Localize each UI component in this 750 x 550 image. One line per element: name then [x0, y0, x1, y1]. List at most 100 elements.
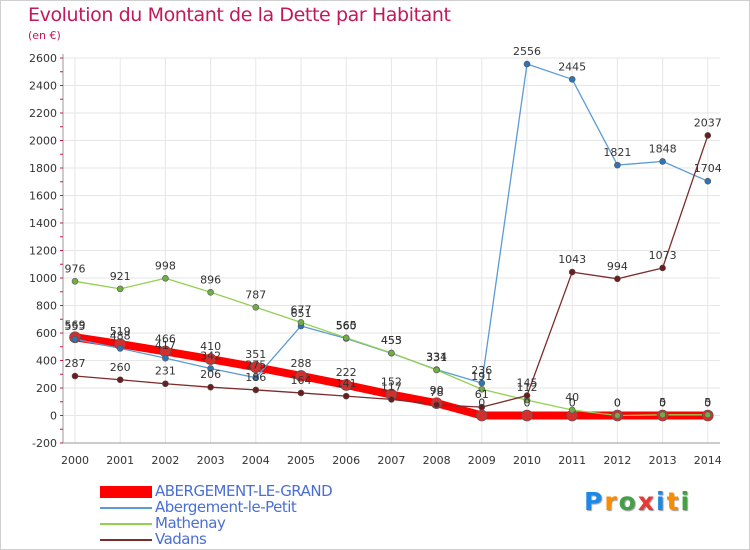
- data-label: 275: [245, 359, 266, 372]
- data-label: 453: [381, 334, 402, 347]
- x-tick-label: 2001: [106, 454, 134, 467]
- data-point: [433, 366, 440, 374]
- data-point: [116, 285, 124, 293]
- data-point: [704, 132, 712, 139]
- data-label: 488: [110, 329, 131, 342]
- data-label: 331: [426, 351, 447, 364]
- data-point: [162, 380, 169, 388]
- data-label: 78: [430, 386, 444, 399]
- logo-letter: t: [666, 487, 681, 516]
- legend-swatch: [100, 523, 152, 525]
- data-point: [207, 365, 214, 372]
- data-label: 921: [110, 270, 131, 283]
- data-point: [614, 161, 621, 169]
- data-label: 112: [517, 381, 538, 394]
- logo-letter: r: [604, 487, 619, 516]
- data-point: [71, 372, 79, 380]
- data-label: 2037: [694, 116, 722, 129]
- data-label: 145: [517, 377, 538, 390]
- data-label: 787: [245, 288, 266, 301]
- data-label: 260: [110, 361, 131, 374]
- y-tick-label: 2000: [29, 135, 57, 148]
- data-label: 0: [478, 397, 485, 410]
- x-tick-label: 2010: [513, 454, 541, 467]
- data-label: 677: [291, 303, 312, 316]
- data-label: 117: [381, 380, 402, 393]
- data-label: 0: [524, 397, 531, 410]
- data-label: 519: [110, 325, 131, 338]
- data-label: 222: [336, 366, 357, 379]
- data-point: [342, 334, 350, 342]
- data-point: [340, 379, 353, 391]
- data-label: 0: [569, 397, 576, 410]
- data-point: [659, 411, 666, 419]
- data-label: 334: [426, 351, 447, 364]
- data-label: 455: [381, 334, 402, 347]
- chart-title: Evolution du Montant de la Dette par Hab…: [28, 4, 451, 26]
- unit-label: (en €): [28, 29, 61, 42]
- data-label: 186: [245, 371, 266, 384]
- data-label: 0: [704, 397, 711, 410]
- data-point: [116, 376, 124, 384]
- data-point: [71, 277, 79, 285]
- data-point: [614, 412, 621, 419]
- data-point: [704, 177, 712, 185]
- y-tick-label: 1200: [29, 245, 57, 258]
- data-label: 141: [336, 377, 357, 390]
- data-label: 560: [336, 320, 357, 333]
- data-point: [614, 275, 621, 283]
- y-tick-label: 0: [50, 410, 57, 423]
- data-point: [478, 403, 486, 411]
- legend-label: Abergement-le-Petit: [155, 498, 297, 516]
- data-label: 191: [471, 370, 492, 383]
- data-point: [252, 374, 260, 381]
- data-point: [252, 303, 260, 311]
- data-point: [207, 383, 214, 391]
- x-tick-label: 2012: [603, 454, 631, 467]
- data-point: [297, 389, 305, 397]
- data-label: 287: [65, 357, 86, 370]
- x-tick-label: 2014: [694, 454, 722, 467]
- data-label: 351: [245, 348, 266, 361]
- legend-item-abergement-le-petit: Abergement-le-Petit: [100, 498, 420, 516]
- y-tick-label: -200: [32, 437, 57, 450]
- y-tick-label: 1400: [29, 217, 57, 230]
- data-label: 61: [475, 388, 489, 401]
- y-tick-label: 800: [36, 300, 57, 313]
- data-point: [295, 370, 307, 382]
- data-label: 231: [155, 365, 176, 378]
- x-tick-label: 2005: [287, 454, 315, 467]
- data-point: [388, 349, 395, 357]
- data-label: 342: [200, 349, 221, 362]
- proxiti-logo: Proxiti: [584, 487, 691, 516]
- data-label: 288: [291, 357, 312, 370]
- x-tick-label: 2006: [332, 454, 360, 467]
- logo-letter: i: [680, 487, 692, 516]
- logo-letter: i: [656, 487, 667, 516]
- data-label: 5: [704, 396, 711, 409]
- x-tick-label: 2004: [242, 454, 270, 467]
- data-point: [568, 268, 576, 276]
- y-tick-label: 1000: [29, 272, 57, 285]
- data-point: [568, 406, 576, 414]
- data-point: [342, 392, 350, 400]
- data-label: 1073: [649, 249, 677, 262]
- data-label: 0: [614, 397, 621, 410]
- data-label: 5: [659, 396, 666, 409]
- data-point: [523, 60, 531, 68]
- data-label: 1821: [603, 146, 631, 159]
- data-label: 1848: [649, 142, 677, 155]
- data-point: [388, 396, 395, 403]
- legend-item-vadans: Vadans: [100, 530, 420, 548]
- data-label: 976: [65, 262, 86, 275]
- data-point: [523, 392, 531, 399]
- data-label: 236: [471, 364, 492, 377]
- data-label: 417: [155, 339, 176, 352]
- legend-swatch: [100, 507, 152, 509]
- data-point: [204, 353, 217, 365]
- data-point: [207, 288, 214, 296]
- data-label: 410: [200, 340, 221, 353]
- logo-letter: o: [618, 487, 638, 516]
